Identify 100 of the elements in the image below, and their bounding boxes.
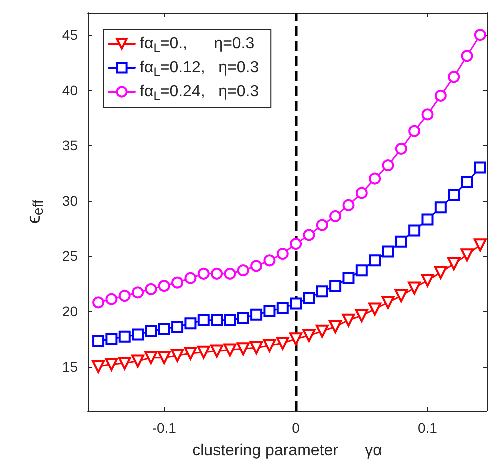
point	[118, 330, 131, 343]
point	[448, 257, 461, 270]
point	[394, 290, 408, 303]
y-tick-label: 40	[62, 82, 78, 98]
point	[395, 142, 408, 155]
point	[184, 318, 197, 330]
point	[356, 187, 368, 200]
point	[329, 320, 342, 334]
point	[211, 268, 224, 280]
point	[118, 356, 132, 370]
point	[474, 162, 486, 174]
point	[422, 108, 434, 121]
point	[92, 296, 105, 309]
y-tick-label: 30	[62, 192, 78, 209]
point	[224, 268, 236, 280]
point	[197, 346, 210, 359]
point	[92, 335, 105, 348]
y-tick-label: 15	[62, 358, 78, 375]
point	[106, 293, 118, 306]
y-tick-label: 45	[62, 27, 78, 44]
point	[382, 160, 394, 172]
point	[250, 308, 263, 321]
point	[237, 312, 250, 324]
point	[132, 328, 144, 341]
point	[198, 268, 210, 280]
point	[330, 210, 342, 222]
point	[132, 286, 144, 299]
point	[303, 292, 316, 304]
point	[198, 314, 210, 326]
point	[421, 274, 434, 288]
y-tick-label: 20	[62, 304, 78, 320]
point	[461, 50, 474, 62]
point	[184, 272, 197, 284]
point	[382, 296, 395, 310]
point	[171, 349, 184, 362]
point	[276, 337, 290, 350]
point	[408, 125, 421, 138]
point	[316, 219, 328, 232]
y-tick-label: 25	[62, 248, 78, 264]
x-tick-label: 0.1	[418, 420, 438, 436]
y-tick-label: 35	[62, 138, 78, 154]
point	[434, 266, 448, 280]
point	[342, 199, 355, 212]
point	[144, 351, 158, 364]
point	[224, 314, 236, 326]
point	[263, 339, 276, 352]
point	[302, 329, 316, 342]
point	[236, 342, 250, 356]
point	[92, 360, 106, 374]
point	[264, 254, 276, 267]
point	[118, 290, 131, 302]
point	[408, 282, 422, 295]
point	[355, 309, 368, 322]
point	[105, 358, 118, 372]
point	[342, 272, 355, 284]
point	[316, 324, 329, 338]
x-axis-title: clustering parameter γα	[192, 442, 382, 460]
point	[211, 314, 224, 326]
point	[158, 323, 170, 336]
point	[408, 224, 421, 237]
point	[330, 280, 342, 292]
point	[434, 202, 447, 214]
point	[422, 214, 434, 226]
point	[474, 238, 487, 252]
point	[368, 302, 382, 316]
point	[145, 325, 158, 338]
point	[145, 283, 158, 296]
point	[276, 248, 289, 260]
x-tick-label: 0	[292, 420, 300, 436]
point	[172, 320, 184, 333]
point	[448, 189, 460, 202]
point	[264, 306, 276, 318]
point	[276, 302, 289, 314]
point	[395, 236, 408, 248]
point	[172, 276, 184, 289]
point	[303, 229, 316, 242]
point	[356, 264, 368, 277]
point	[461, 176, 474, 188]
point	[210, 344, 224, 358]
point	[224, 344, 237, 357]
point	[290, 238, 302, 250]
x-tick-label: -0.1	[152, 420, 177, 436]
point	[158, 351, 171, 364]
point	[250, 260, 263, 272]
point	[158, 280, 170, 292]
point	[106, 333, 118, 346]
point	[237, 264, 250, 277]
point	[290, 298, 302, 310]
point	[290, 332, 303, 346]
point	[250, 341, 264, 354]
point	[448, 71, 460, 84]
point	[434, 90, 447, 102]
point	[474, 29, 486, 42]
point	[342, 314, 356, 327]
point	[460, 248, 474, 262]
point	[382, 246, 394, 258]
point	[316, 286, 328, 298]
y-axis-title: ϵeff	[24, 200, 47, 224]
point	[184, 347, 198, 360]
point	[132, 354, 145, 368]
